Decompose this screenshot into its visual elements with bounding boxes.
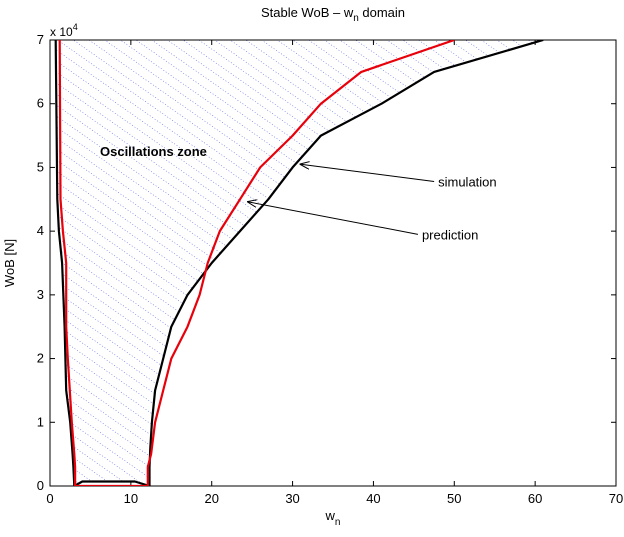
x-tick-label: 50 — [447, 491, 461, 506]
x-tick-label: 10 — [124, 491, 138, 506]
x-axis-label-subscript: n — [335, 517, 341, 528]
annotation-arrow-simulation — [301, 164, 435, 182]
x-tick-label: 40 — [366, 491, 380, 506]
x-tick-label: 20 — [204, 491, 218, 506]
plot-area-frame — [49, 39, 617, 487]
chart-title-subscript: n — [353, 13, 359, 24]
series-line-prediction — [58, 40, 455, 486]
annotation-label-simulation: simulation — [438, 174, 497, 189]
annotation-arrow-prediction — [248, 202, 419, 235]
y-tick-label: 5 — [37, 159, 44, 174]
y-tick-label: 6 — [37, 96, 44, 111]
annotation-layer: simulation prediction — [248, 164, 497, 242]
x-tick-label: 70 — [609, 491, 623, 506]
y-exponent-label: x 104 — [50, 22, 78, 39]
y-tick-label: 3 — [37, 287, 44, 302]
x-axis-label: wn — [325, 508, 341, 528]
y-tick-label: 7 — [37, 32, 44, 47]
series-layer — [54, 40, 544, 486]
zone-label: Oscillations zone — [100, 144, 207, 159]
x-tick-label: 60 — [528, 491, 542, 506]
y-axis-label: WoB [N] — [2, 239, 17, 287]
chart-title: Stable WoB – wn domain — [261, 5, 405, 24]
axis-ticks: 0 10 20 30 40 50 60 70 0 1 2 3 4 5 6 7 — [37, 32, 623, 506]
y-tick-label: 1 — [37, 414, 44, 429]
y-tick-label: 4 — [37, 223, 44, 238]
x-tick-label: 0 — [46, 491, 53, 506]
x-tick-label: 30 — [285, 491, 299, 506]
y-exponent-power: 4 — [73, 22, 78, 32]
annotation-label-prediction: prediction — [422, 227, 478, 242]
y-tick-label: 0 — [37, 478, 44, 493]
y-tick-label: 2 — [37, 351, 44, 366]
oscillations-zone-hatch — [55, 40, 544, 486]
